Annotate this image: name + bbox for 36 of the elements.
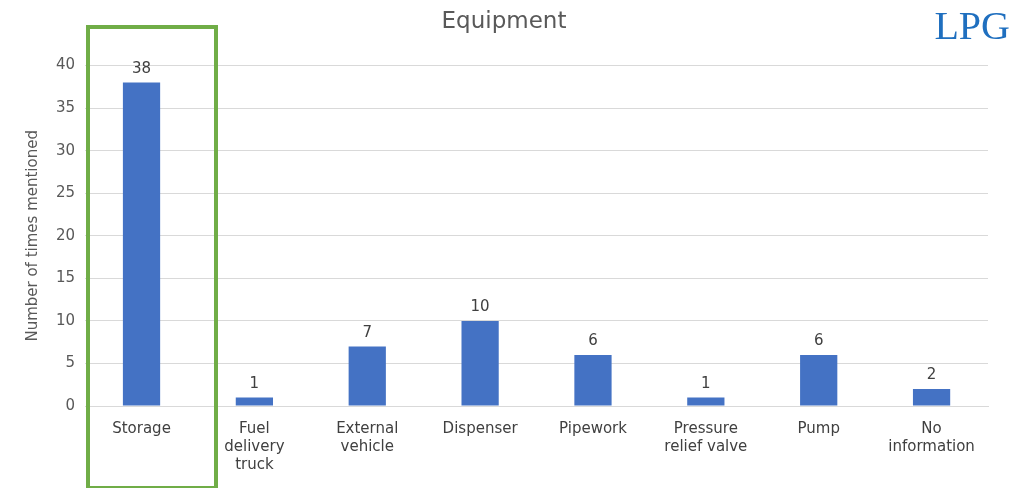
- y-tick-label: 20: [55, 225, 76, 244]
- y-tick-label: 25: [55, 183, 76, 202]
- x-tick-label: No information: [888, 418, 975, 455]
- y-tick-label: 0: [65, 395, 76, 414]
- x-tick-label: Pipework: [559, 418, 628, 437]
- chart-title: Equipment: [441, 6, 567, 33]
- bar: [912, 388, 951, 406]
- x-tick-label: Dispenser: [442, 418, 519, 437]
- x-tick-label: Fuel delivery truck: [224, 418, 285, 473]
- y-tick-label: 15: [55, 268, 76, 287]
- bar: [461, 320, 499, 406]
- text: LPG: [934, 2, 1010, 49]
- x-tick-label: External vehicle: [336, 418, 399, 455]
- bar: [235, 397, 274, 406]
- y-tick-label: 10: [55, 310, 76, 329]
- data-label: 6: [588, 331, 598, 350]
- y-tick-label: 40: [55, 55, 76, 74]
- data-label: 1: [701, 373, 711, 392]
- y-tick-label: 30: [55, 140, 76, 159]
- data-label: 7: [362, 322, 373, 341]
- bar: [348, 346, 386, 406]
- y-tick-label: 5: [65, 353, 76, 372]
- bar: [687, 397, 725, 406]
- y-axis-title: Number of times mentioned: [22, 130, 41, 342]
- data-label: 6: [813, 331, 824, 350]
- x-tick-label: Pump: [797, 418, 840, 437]
- data-label: 1: [249, 373, 260, 392]
- data-label: 10: [470, 297, 490, 316]
- data-label: 2: [926, 365, 937, 384]
- bar: [122, 82, 161, 406]
- bar: [800, 354, 838, 406]
- y-tick-label: 35: [55, 98, 76, 117]
- x-tick-label: Pressure relief valve: [664, 418, 748, 455]
- x-tick-label: Storage: [112, 418, 171, 437]
- data-label: 38: [131, 59, 152, 78]
- bar: [574, 354, 612, 406]
